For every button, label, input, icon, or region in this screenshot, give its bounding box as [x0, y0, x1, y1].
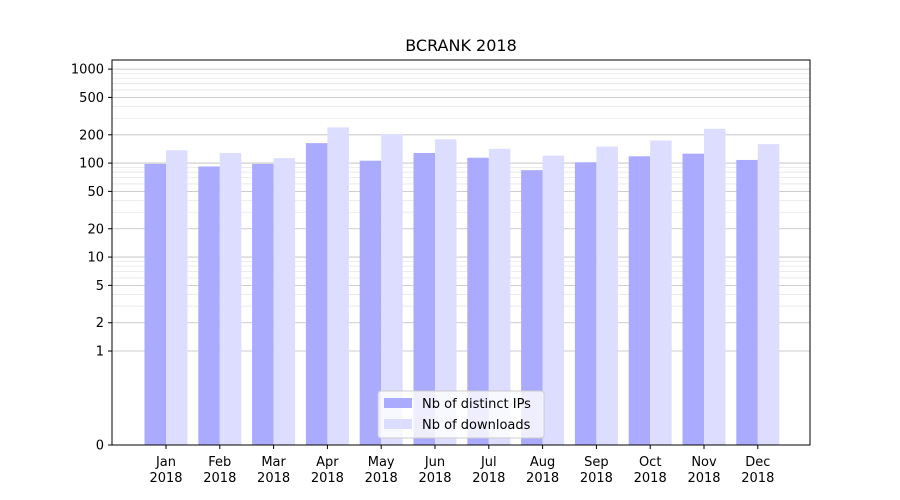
x-tick-label-year: 2018 — [687, 471, 720, 486]
x-tick-label-year: 2018 — [418, 471, 451, 486]
x-tick-label-month: Jul — [480, 455, 497, 470]
bar-downloads — [219, 153, 242, 445]
chart-title: BCRANK 2018 — [405, 36, 517, 55]
y-tick-label: 0 — [96, 439, 104, 454]
bars — [144, 127, 780, 446]
bar-downloads — [435, 139, 457, 445]
bar-downloads — [273, 158, 296, 445]
x-tick-label-year: 2018 — [634, 471, 667, 486]
x-tick-label-month: Sep — [584, 455, 609, 470]
y-tick-label: 500 — [79, 91, 104, 106]
x-tick-label-month: Dec — [745, 455, 770, 470]
bar-distinct-ips — [682, 153, 704, 445]
bar-downloads — [757, 144, 780, 445]
x-tick-label-year: 2018 — [149, 471, 182, 486]
legend-label-downloads: Nb of downloads — [422, 418, 531, 433]
bar-downloads — [381, 134, 403, 445]
x-tick-label-month: Apr — [316, 455, 339, 470]
y-tick-label: 1 — [96, 345, 104, 360]
x-tick-label-year: 2018 — [741, 471, 774, 486]
bar-distinct-ips — [359, 160, 382, 445]
bar-downloads — [542, 155, 565, 446]
bar-distinct-ips — [574, 162, 597, 445]
bar-distinct-ips — [736, 159, 758, 445]
bar-distinct-ips — [521, 170, 543, 446]
bar-downloads — [327, 127, 349, 445]
bar-downloads — [650, 140, 672, 445]
x-tick-label-year: 2018 — [472, 471, 505, 486]
legend-box — [377, 390, 545, 439]
legend: Nb of distinct IPs Nb of downloads — [377, 390, 545, 439]
x-tick-label-month: Jan — [155, 455, 176, 470]
bar-downloads — [704, 128, 726, 445]
bar-downloads — [596, 146, 618, 445]
y-tick-label: 2 — [96, 316, 104, 331]
legend-swatch-distinct-ips — [384, 398, 412, 408]
y-tick-label: 1000 — [71, 63, 104, 78]
x-tick-label-month: Oct — [639, 455, 661, 470]
y-tick-label: 20 — [87, 222, 104, 237]
legend-swatch-downloads — [384, 419, 412, 429]
bar-downloads — [166, 150, 188, 446]
y-tick-label: 5 — [96, 279, 104, 294]
y-tick-label: 10 — [87, 251, 104, 266]
legend-label-distinct-ips: Nb of distinct IPs — [422, 397, 531, 412]
y-axis: 0 1 2 5 10 20 50 100 200 500 1000 — [71, 63, 112, 454]
bar-distinct-ips — [413, 153, 435, 445]
y-tick-label: 200 — [79, 128, 104, 143]
plot-frame — [111, 59, 811, 446]
y-tick-label: 50 — [87, 185, 104, 200]
x-tick-label-year: 2018 — [365, 471, 398, 486]
x-tick-label-month: Mar — [261, 455, 286, 470]
bar-distinct-ips — [144, 163, 166, 445]
bar-distinct-ips — [252, 163, 274, 445]
x-tick-label-year: 2018 — [580, 471, 613, 486]
bar-downloads — [488, 148, 511, 446]
x-tick-label-year: 2018 — [526, 471, 559, 486]
x-tick-label-year: 2018 — [203, 471, 236, 486]
bar-distinct-ips — [305, 143, 328, 445]
x-tick-label-month: Nov — [691, 455, 717, 470]
x-axis: Jan2018Feb2018Mar2018Apr2018May2018Jun20… — [149, 445, 774, 486]
y-tick-label: 100 — [79, 157, 104, 172]
bar-distinct-ips — [628, 156, 651, 445]
x-tick-label-year: 2018 — [257, 471, 290, 486]
x-tick-label-month: Feb — [208, 455, 231, 470]
x-tick-label-year: 2018 — [311, 471, 344, 486]
bar-distinct-ips — [198, 166, 220, 445]
x-tick-label-month: May — [368, 455, 395, 470]
x-tick-label-month: Aug — [530, 455, 555, 470]
bar-distinct-ips — [467, 157, 489, 446]
x-tick-label-month: Jun — [424, 455, 445, 470]
